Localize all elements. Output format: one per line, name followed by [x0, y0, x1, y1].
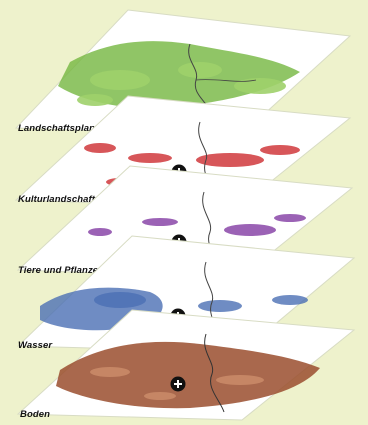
layer-label-tiere-und-pflanzen: Tiere und Pflanzen [18, 265, 105, 276]
layer-label-boden: Boden [20, 409, 51, 420]
soil-map [56, 341, 320, 409]
plus-circle-icon[interactable] [170, 376, 186, 392]
layer-label-kulturlandschaften: Kulturlandschaften [18, 194, 107, 205]
landscape-plan-map [58, 41, 300, 109]
layer-label-wasser: Wasser [18, 340, 53, 351]
layer-label-landschaftsplan: Landschaftsplandarstellungen [18, 123, 159, 134]
